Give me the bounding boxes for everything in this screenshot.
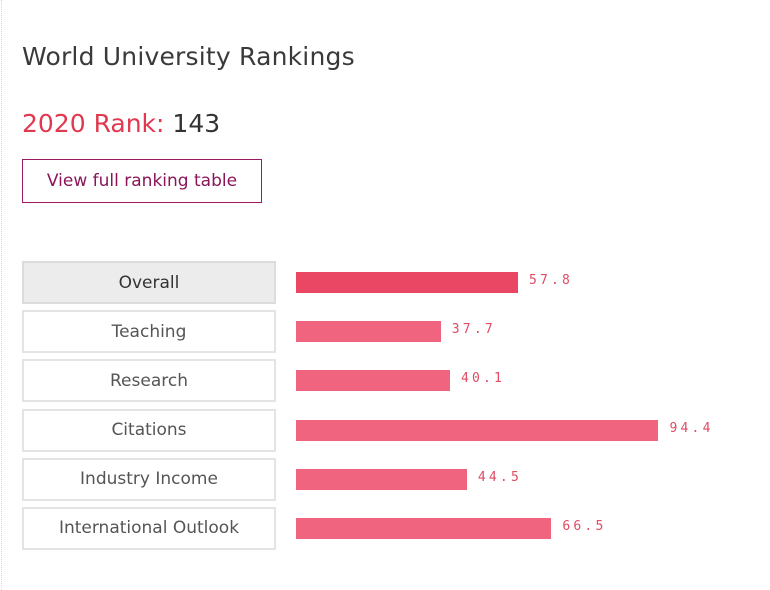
metric-bar-international-outlook [296,517,552,539]
left-divider [1,0,2,590]
metric-value-industry-income: 44.5 [477,469,522,485]
metric-bar-overall [296,272,518,293]
metric-button-citations[interactable]: Citations [22,408,276,452]
metric-bar-teaching [296,321,441,343]
section-title: World University Rankings [22,42,355,71]
metric-row-research: Research 40.1 [22,359,762,408]
metric-button-teaching[interactable]: Teaching [22,310,276,354]
metric-button-research[interactable]: Research [22,359,276,403]
metric-row-citations: Citations 94.4 [22,408,762,458]
metric-value-research: 40.1 [460,371,506,387]
metric-row-overall: Overall 57.8 [22,261,762,310]
metric-row-international-outlook: International Outlook 66.5 [22,506,762,556]
metric-value-teaching: 37.7 [451,322,496,338]
metric-button-overall[interactable]: Overall [22,261,276,304]
rank-value: 143 [172,109,221,138]
rank-label: 2020 Rank: [22,109,165,138]
rank-line: 2020 Rank: 143 [22,109,220,138]
metric-value-overall: 57.8 [528,273,574,288]
metric-bar-industry-income [296,468,467,490]
metric-row-industry-income: Industry Income 44.5 [22,457,762,507]
metric-bar-citations [296,419,659,441]
metric-bar-research [296,370,450,392]
metrics-chart: Overall 57.8 Teaching 37.7 Research 40.1… [22,261,762,556]
metric-button-industry-income[interactable]: Industry Income [22,457,276,501]
metric-value-international-outlook: 66.5 [562,518,607,534]
metric-row-teaching: Teaching 37.7 [22,310,762,359]
view-full-ranking-button[interactable]: View full ranking table [22,159,262,203]
metric-value-citations: 94.4 [669,420,714,436]
metric-button-international-outlook[interactable]: International Outlook [22,506,276,550]
